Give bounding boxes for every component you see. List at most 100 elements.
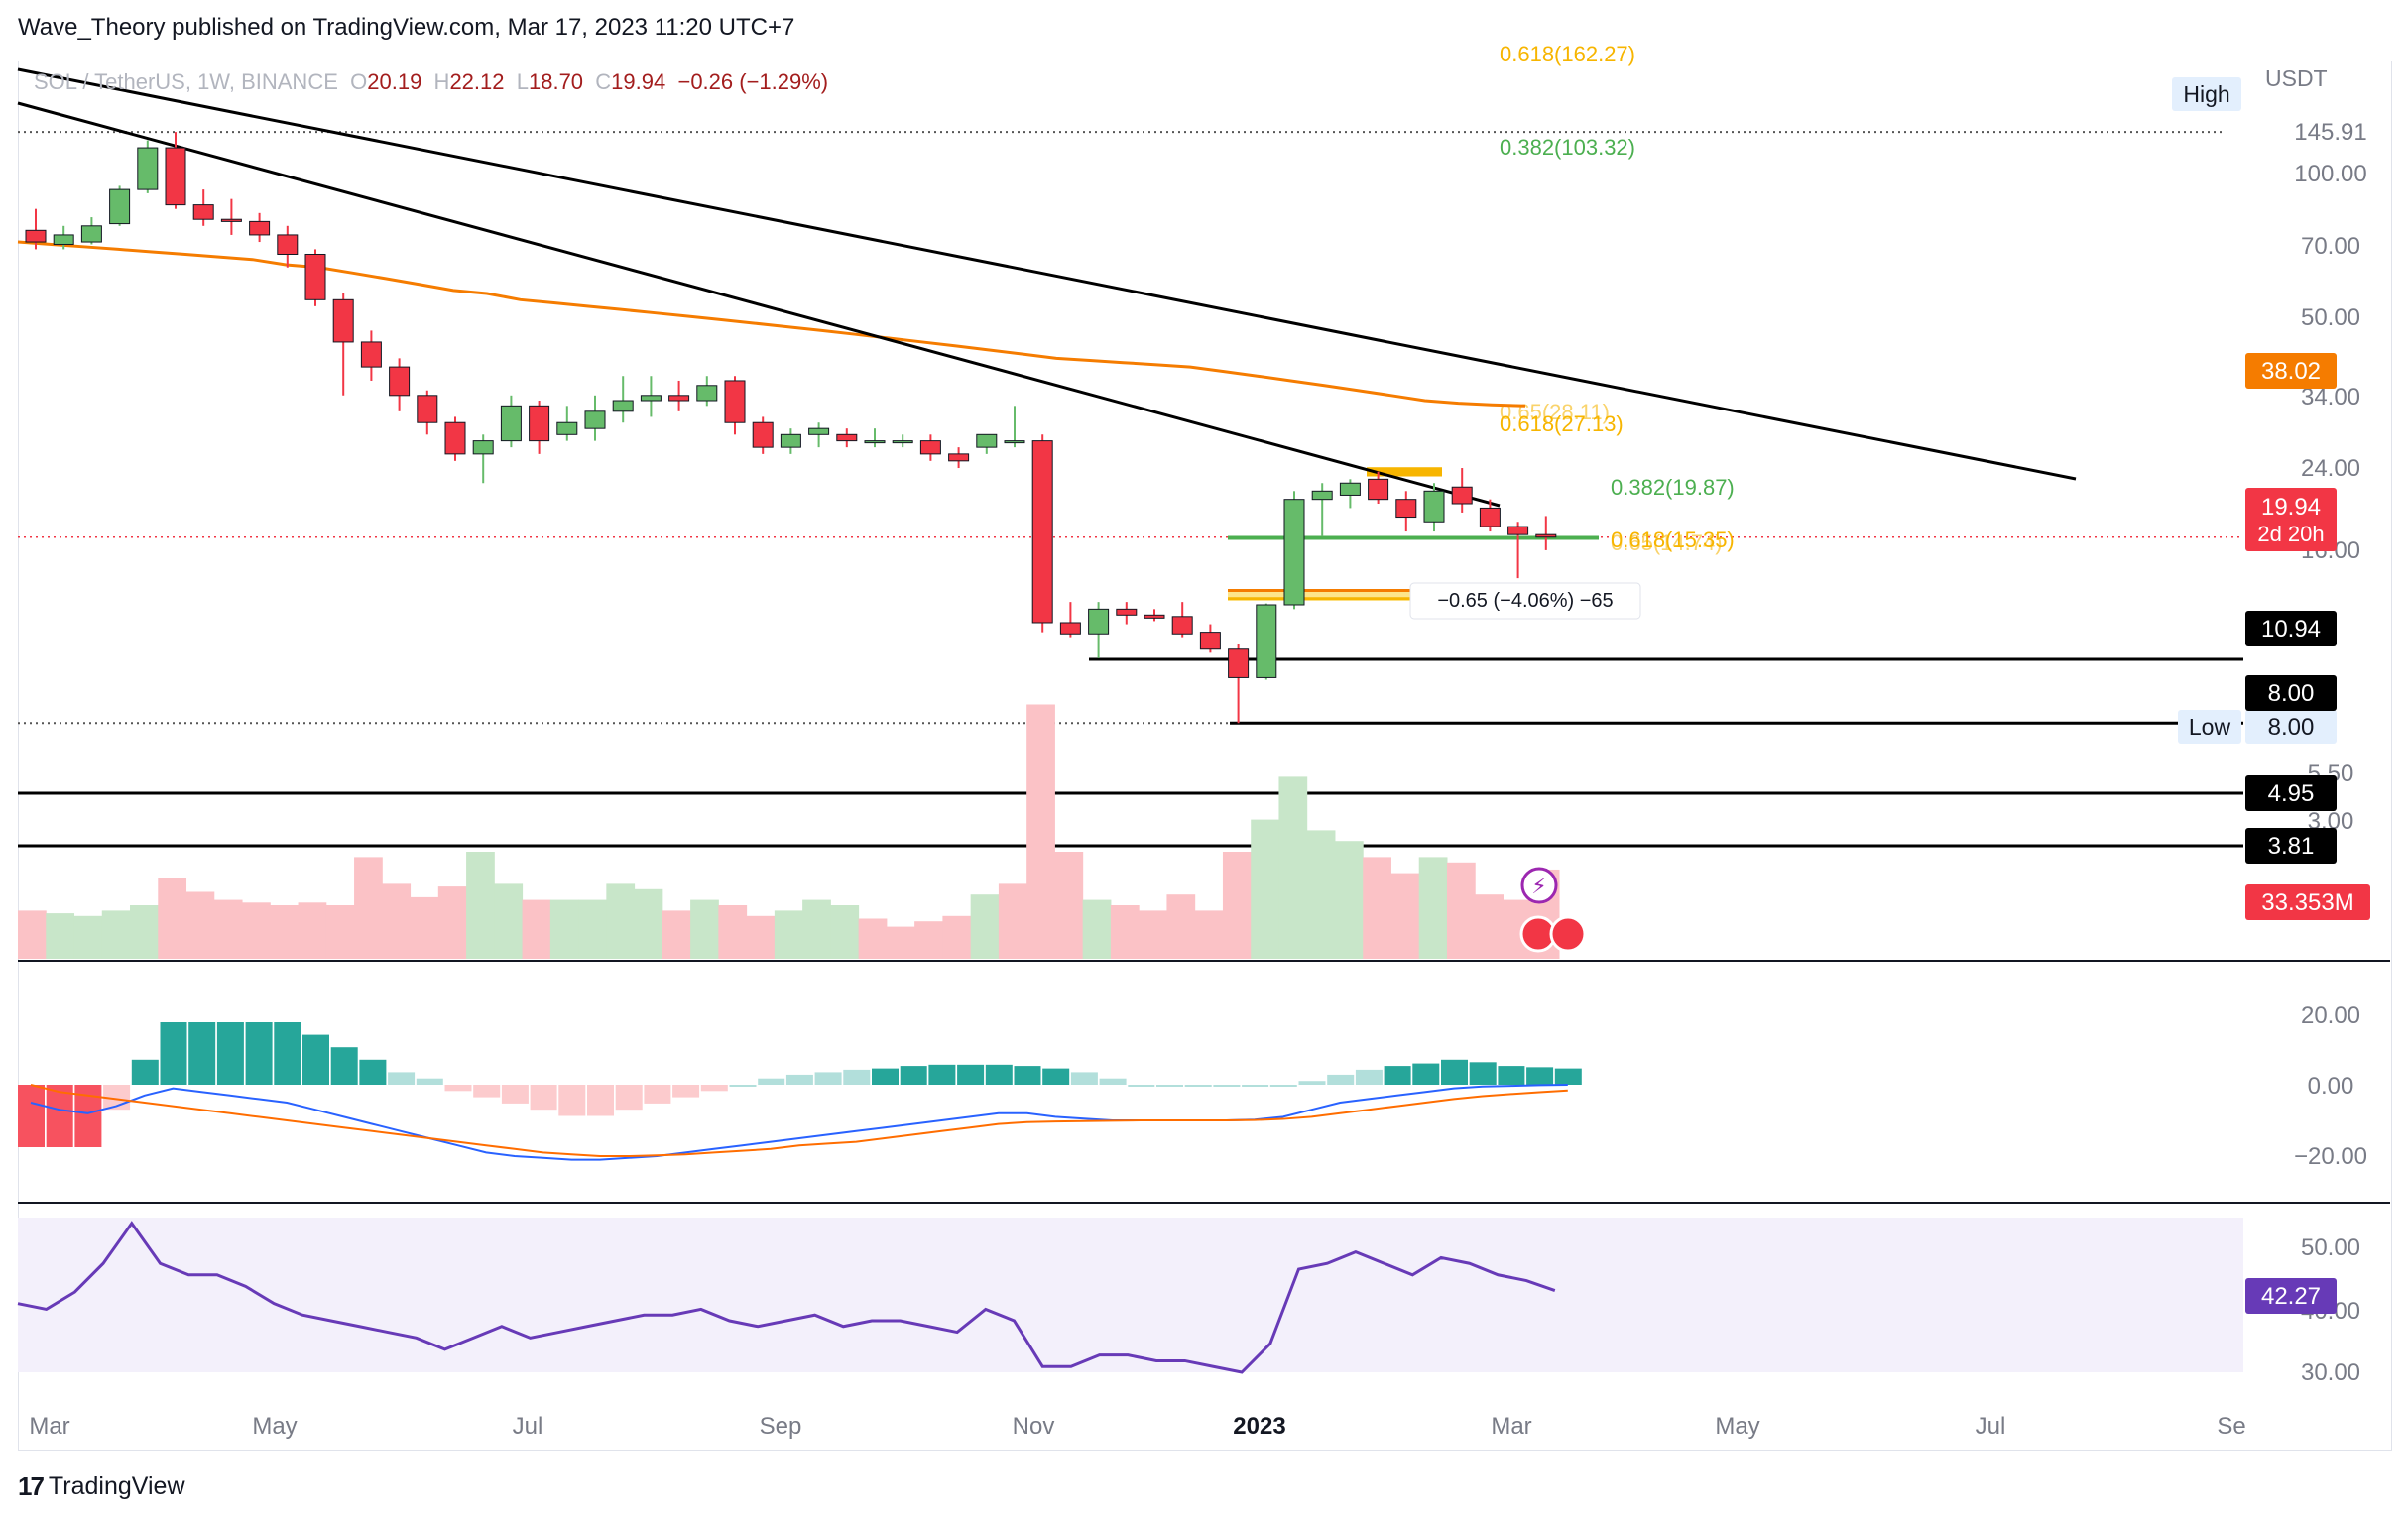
macd-histogram-bar xyxy=(188,1022,216,1085)
high-label: H xyxy=(433,69,450,94)
volume-bar xyxy=(1082,899,1112,959)
support-tag-10-94-bg xyxy=(2245,611,2337,646)
macd-histogram-bar xyxy=(416,1078,443,1085)
rsi-band xyxy=(18,1218,2243,1372)
volume-bar xyxy=(101,910,131,959)
candle-body xyxy=(1283,499,1305,606)
volume-bar xyxy=(914,921,943,959)
symbol-label: SOL / TetherUS, 1W, BINANCE xyxy=(34,69,338,94)
measure-box xyxy=(1409,582,1641,620)
volume-bar xyxy=(1278,776,1308,959)
volume-bar xyxy=(998,883,1027,959)
volume-bar xyxy=(718,905,748,959)
candle-body xyxy=(109,188,131,225)
macd-histogram-bar xyxy=(1042,1068,1070,1085)
macd-histogram-bar xyxy=(359,1059,387,1085)
low-value-tag: 8.00 xyxy=(2268,714,2315,741)
support-tag-8-00-bg xyxy=(2245,675,2337,711)
macd-histogram-bar xyxy=(18,1085,45,1147)
x-axis-tick-label: Jul xyxy=(1976,1413,2006,1440)
candle-body xyxy=(1088,608,1110,635)
tradingview-brand: TradingView xyxy=(48,1472,185,1500)
volume-bar xyxy=(1475,894,1504,959)
macd-histogram-bar xyxy=(46,1085,73,1147)
volume-bar xyxy=(549,899,579,959)
x-axis-tick-label: Sep xyxy=(760,1413,802,1440)
x-axis-tick-label: 2023 xyxy=(1233,1413,1285,1440)
macd-histogram-bar xyxy=(1156,1085,1183,1087)
volume-value-tag: 33.353M xyxy=(2261,889,2353,916)
close-value: 19.94 xyxy=(611,69,666,94)
candle-body xyxy=(389,366,411,397)
macd-histogram-bar xyxy=(615,1085,643,1111)
ema-value-tag-bg xyxy=(2245,353,2337,389)
volume-bar xyxy=(522,899,551,959)
macd-axis-tick-label: 0.00 xyxy=(2308,1073,2354,1100)
macd-axis-tick-label: −20.00 xyxy=(2294,1143,2367,1170)
macd-histogram-bar xyxy=(1469,1062,1497,1085)
volume-bar xyxy=(1026,704,1055,959)
fib-label-1987: 0.382(19.87) xyxy=(1611,475,1735,500)
rsi-axis-tick-label: 50.00 xyxy=(2301,1234,2360,1261)
volume-bar xyxy=(382,883,412,959)
price-axis-tick-label: 50.00 xyxy=(2301,304,2360,331)
candle-body xyxy=(417,395,438,423)
candle-body xyxy=(864,440,886,444)
candle-body xyxy=(1004,440,1025,444)
volume-bar xyxy=(970,894,1000,959)
rsi-value-tag: 42.27 xyxy=(2261,1283,2321,1310)
macd-histogram-bar xyxy=(530,1085,557,1111)
signal-line xyxy=(30,1084,1568,1157)
volume-bar xyxy=(466,852,495,959)
price-axis-tick-label: 70.00 xyxy=(2301,233,2360,260)
trendline-upper xyxy=(17,67,2077,481)
candle-body xyxy=(1535,533,1557,538)
macd-histogram-bar xyxy=(785,1074,813,1085)
volume-bar xyxy=(690,899,719,959)
tradingview-logo[interactable]: 17 TradingView xyxy=(18,1471,185,1502)
volume-bar xyxy=(1166,894,1196,959)
lightning-icon: ⚡ xyxy=(1531,875,1546,899)
rsi-axis-tick-label: 30.00 xyxy=(2301,1359,2360,1386)
volume-bar xyxy=(1251,819,1279,959)
volume-bar xyxy=(242,902,271,959)
high-value: 22.12 xyxy=(449,69,505,94)
fib-label-162: 0.618(162.27) xyxy=(1500,42,1635,66)
macd-histogram-bar xyxy=(814,1072,842,1085)
macd-histogram-bar xyxy=(928,1064,956,1085)
ohlc-legend: SOL / TetherUS, 1W, BINANCE O20.19 H22.1… xyxy=(34,69,828,95)
candle-body xyxy=(1339,482,1361,496)
volume-bar xyxy=(270,905,300,959)
candle-body xyxy=(165,147,186,206)
macd-histogram-bar xyxy=(700,1085,728,1092)
candle-body xyxy=(25,229,47,243)
macd-histogram-bar xyxy=(160,1022,187,1085)
candle-body xyxy=(752,421,774,448)
macd-histogram-bar xyxy=(672,1085,700,1098)
candle-body xyxy=(948,453,970,462)
high-tag-bg xyxy=(2172,77,2241,111)
volume-bar xyxy=(354,857,383,959)
candle-body xyxy=(892,440,913,444)
candle-body xyxy=(1228,648,1250,678)
macd-histogram-bar xyxy=(900,1066,927,1085)
low-tag-label: Low xyxy=(2189,714,2231,740)
volume-bar xyxy=(886,926,915,959)
rsi-value-tag-bg xyxy=(2245,1278,2337,1314)
candle-body xyxy=(500,405,522,442)
x-axis-tick-label: May xyxy=(1715,1413,1759,1440)
fib-box-upper xyxy=(1367,467,1442,477)
volume-bar xyxy=(606,883,636,959)
volume-bar xyxy=(1306,830,1336,959)
candle-body xyxy=(1256,604,1277,678)
candle-body xyxy=(249,220,271,236)
volume-bar xyxy=(437,886,467,959)
volume-bar xyxy=(774,910,803,959)
candle-body xyxy=(919,440,941,455)
candle-body xyxy=(137,147,159,190)
chart-frame xyxy=(18,61,2392,1451)
x-axis-tick-label: Mar xyxy=(1491,1413,1531,1440)
volume-bar xyxy=(73,915,103,959)
candle-body xyxy=(277,234,299,255)
